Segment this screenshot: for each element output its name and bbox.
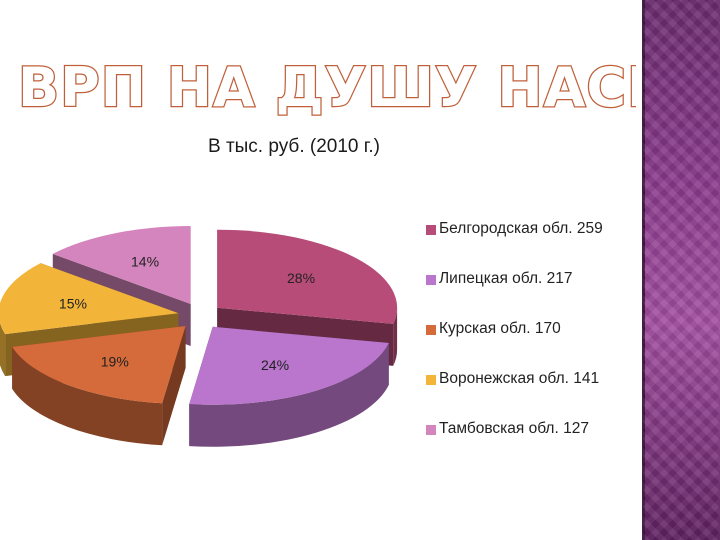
legend-swatch: [426, 375, 436, 385]
pie-labels: 28% 24% 19% 15% 14%: [59, 254, 315, 373]
legend-label: Курская обл. 170: [439, 320, 561, 337]
pie-slice-side: [12, 346, 163, 446]
pie-slice: [189, 326, 389, 405]
legend-swatch: [426, 325, 436, 335]
legend-swatch: [426, 225, 436, 235]
legend-label: Липецкая обл. 217: [439, 270, 573, 287]
pie-tops: [0, 226, 398, 405]
legend-label: Тамбовская обл. 127: [439, 420, 589, 437]
pie-slice: [52, 226, 191, 305]
pie-slice: [217, 229, 398, 324]
legend-item: Тамбовская обл. 127: [426, 420, 636, 470]
slide-title-text: ВРП НА ДУШУ НАСЕЛЕНИЯ: [18, 56, 636, 119]
legend-item: Воронежская обл. 141: [426, 370, 636, 420]
chart-subtitle: В тыс. руб. (2010 г.): [208, 136, 380, 157]
pie-slice-side: [0, 323, 6, 377]
pie-slice-percent-label: 15%: [59, 295, 87, 311]
decorative-side-band: [642, 0, 720, 540]
pie-chart: 28% 24% 19% 15% 14%: [0, 226, 398, 447]
pie-slice-percent-label: 24%: [261, 357, 289, 373]
pie-slice-side: [189, 343, 389, 447]
pie-slice: [0, 263, 179, 335]
pie-slice-percent-label: 14%: [131, 254, 159, 270]
slide-title: ВРП НА ДУШУ НАСЕЛЕНИЯ: [17, 56, 636, 120]
pie-slice-percent-label: 19%: [101, 353, 129, 369]
legend-item: Белгородская обл. 259: [426, 220, 636, 270]
legend-label: Воронежская обл. 141: [439, 370, 600, 387]
chart-legend: Белгородская обл. 259 Липецкая обл. 217 Ку…: [426, 220, 636, 470]
legend-label: Белгородская обл. 259: [439, 220, 603, 237]
pie-slice-side: [393, 307, 398, 366]
legend-swatch: [426, 425, 436, 435]
pie-slice: [12, 325, 186, 404]
pie-slice-percent-label: 28%: [287, 270, 315, 286]
legend-item: Курская обл. 170: [426, 320, 636, 370]
legend-swatch: [426, 275, 436, 285]
legend-item: Липецкая обл. 217: [426, 270, 636, 320]
